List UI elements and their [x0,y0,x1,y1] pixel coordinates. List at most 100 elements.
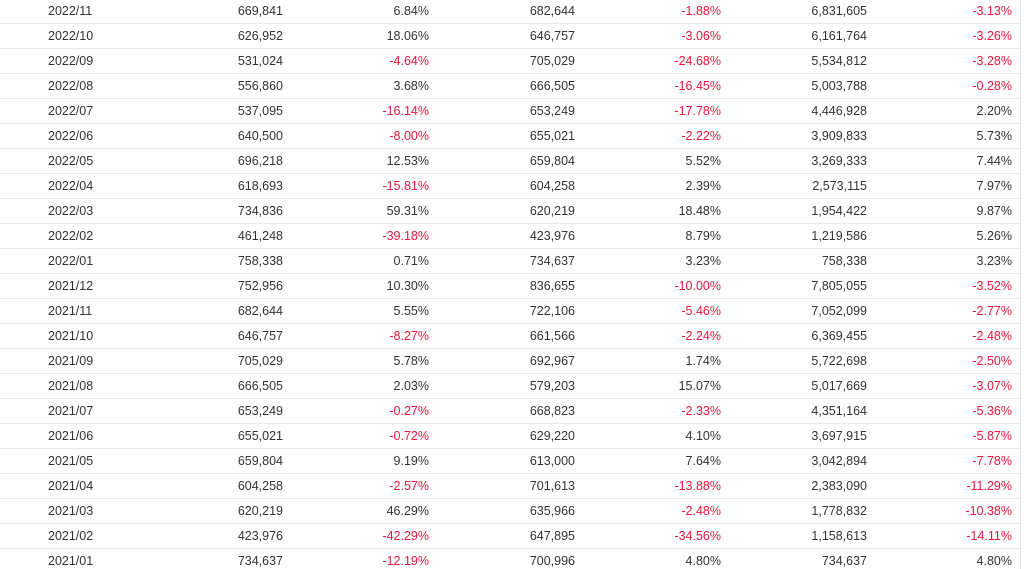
cumulative-change-cell: 5.26% [875,223,1020,249]
comparison-change-cell: -2.48% [583,498,729,524]
monthly-change-cell: -42.29% [291,523,437,549]
monthly-change-cell: 0.71% [291,248,437,274]
table-row: 2021/05 659,804 9.19% 613,000 7.64% 3,042,894… [0,448,1020,474]
table-row: 2022/10 626,952 18.06% 646,757 -3.06% 6,161,7… [0,23,1020,49]
table-row: 2021/09 705,029 5.78% 692,967 1.74% 5,722,698… [0,348,1020,374]
monthly-change-cell: -0.27% [291,398,437,424]
monthly-change-cell: -0.72% [291,423,437,449]
cumulative-change-cell: -11.29% [875,473,1020,499]
comparison-change-cell: -3.06% [583,23,729,49]
monthly-value-cell: 626,952 [145,23,291,49]
monthly-value-cell: 659,804 [145,448,291,474]
monthly-change-cell: -15.81% [291,173,437,199]
monthly-value-cell: 556,860 [145,73,291,99]
monthly-change-cell: 2.03% [291,373,437,399]
cumulative-value-cell: 6,161,764 [729,23,875,49]
table-row: 2021/08 666,505 2.03% 579,203 15.07% 5,017,66… [0,373,1020,399]
comparison-value-cell: 705,029 [437,48,583,74]
comparison-value-cell: 604,258 [437,173,583,199]
monthly-value-cell: 734,836 [145,198,291,224]
monthly-change-cell: -8.27% [291,323,437,349]
cumulative-change-cell: -5.87% [875,423,1020,449]
comparison-value-cell: 620,219 [437,198,583,224]
month-cell: 2022/01 [0,248,145,274]
cumulative-value-cell: 5,017,669 [729,373,875,399]
monthly-value-cell: 758,338 [145,248,291,274]
comparison-change-cell: -2.22% [583,123,729,149]
cumulative-change-cell: -10.38% [875,498,1020,524]
cumulative-change-cell: -3.28% [875,48,1020,74]
comparison-change-cell: 15.07% [583,373,729,399]
cumulative-change-cell: 7.97% [875,173,1020,199]
monthly-change-cell: 18.06% [291,23,437,49]
table-row: 2022/06 640,500 -8.00% 655,021 -2.22% 3,909,8… [0,123,1020,149]
comparison-change-cell: 8.79% [583,223,729,249]
comparison-value-cell: 668,823 [437,398,583,424]
comparison-value-cell: 629,220 [437,423,583,449]
cumulative-value-cell: 2,573,115 [729,173,875,199]
cumulative-value-cell: 734,637 [729,548,875,569]
month-cell: 2021/12 [0,273,145,299]
comparison-value-cell: 701,613 [437,473,583,499]
monthly-change-cell: -16.14% [291,98,437,124]
comparison-change-cell: -5.46% [583,298,729,324]
table-row: 2022/03 734,836 59.31% 620,219 18.48% 1,954,4… [0,198,1020,224]
table-row: 2022/01 758,338 0.71% 734,637 3.23% 758,338 3.… [0,248,1020,274]
cumulative-value-cell: 1,219,586 [729,223,875,249]
comparison-change-cell: -2.24% [583,323,729,349]
month-cell: 2021/09 [0,348,145,374]
comparison-value-cell: 653,249 [437,98,583,124]
cumulative-value-cell: 3,909,833 [729,123,875,149]
monthly-change-cell: -2.57% [291,473,437,499]
table-row: 2022/11 669,841 6.84% 682,644 -1.88% 6,831,60… [0,0,1020,24]
cumulative-change-cell: -3.07% [875,373,1020,399]
monthly-value-cell: 752,956 [145,273,291,299]
month-cell: 2022/06 [0,123,145,149]
cumulative-change-cell: 5.73% [875,123,1020,149]
cumulative-change-cell: -0.28% [875,73,1020,99]
comparison-value-cell: 423,976 [437,223,583,249]
monthly-value-cell: 620,219 [145,498,291,524]
comparison-change-cell: 1.74% [583,348,729,374]
month-cell: 2022/04 [0,173,145,199]
table-right-border [1020,0,1021,569]
table-row: 2021/07 653,249 -0.27% 668,823 -2.33% 4,351,1… [0,398,1020,424]
cumulative-value-cell: 3,042,894 [729,448,875,474]
monthly-value-cell: 696,218 [145,148,291,174]
table-row: 2021/11 682,644 5.55% 722,106 -5.46% 7,052,09… [0,298,1020,324]
monthly-value-cell: 640,500 [145,123,291,149]
month-cell: 2021/04 [0,473,145,499]
monthly-change-cell: 6.84% [291,0,437,24]
cumulative-value-cell: 7,052,099 [729,298,875,324]
table-row: 2022/04 618,693 -15.81% 604,258 2.39% 2,573,1… [0,173,1020,199]
cumulative-value-cell: 1,158,613 [729,523,875,549]
monthly-change-cell: -8.00% [291,123,437,149]
comparison-change-cell: -24.68% [583,48,729,74]
cumulative-change-cell: -5.36% [875,398,1020,424]
month-cell: 2022/03 [0,198,145,224]
cumulative-value-cell: 7,805,055 [729,273,875,299]
month-cell: 2022/07 [0,98,145,124]
table-row: 2022/07 537,095 -16.14% 653,249 -17.78% 4,446… [0,98,1020,124]
monthly-value-cell: 682,644 [145,298,291,324]
cumulative-change-cell: -3.13% [875,0,1020,24]
month-cell: 2022/09 [0,48,145,74]
monthly-value-cell: 618,693 [145,173,291,199]
cumulative-value-cell: 4,446,928 [729,98,875,124]
monthly-value-cell: 646,757 [145,323,291,349]
table-row: 2021/10 646,757 -8.27% 661,566 -2.24% 6,369,4… [0,323,1020,349]
monthly-change-cell: 3.68% [291,73,437,99]
table-row: 2021/06 655,021 -0.72% 629,220 4.10% 3,697,91… [0,423,1020,449]
month-cell: 2021/08 [0,373,145,399]
month-cell: 2021/01 [0,548,145,569]
monthly-change-cell: 9.19% [291,448,437,474]
monthly-change-cell: 12.53% [291,148,437,174]
comparison-value-cell: 836,655 [437,273,583,299]
monthly-change-cell: 59.31% [291,198,437,224]
month-cell: 2021/07 [0,398,145,424]
table-row: 2021/12 752,956 10.30% 836,655 -10.00% 7,805,… [0,273,1020,299]
month-cell: 2021/06 [0,423,145,449]
monthly-change-cell: -39.18% [291,223,437,249]
